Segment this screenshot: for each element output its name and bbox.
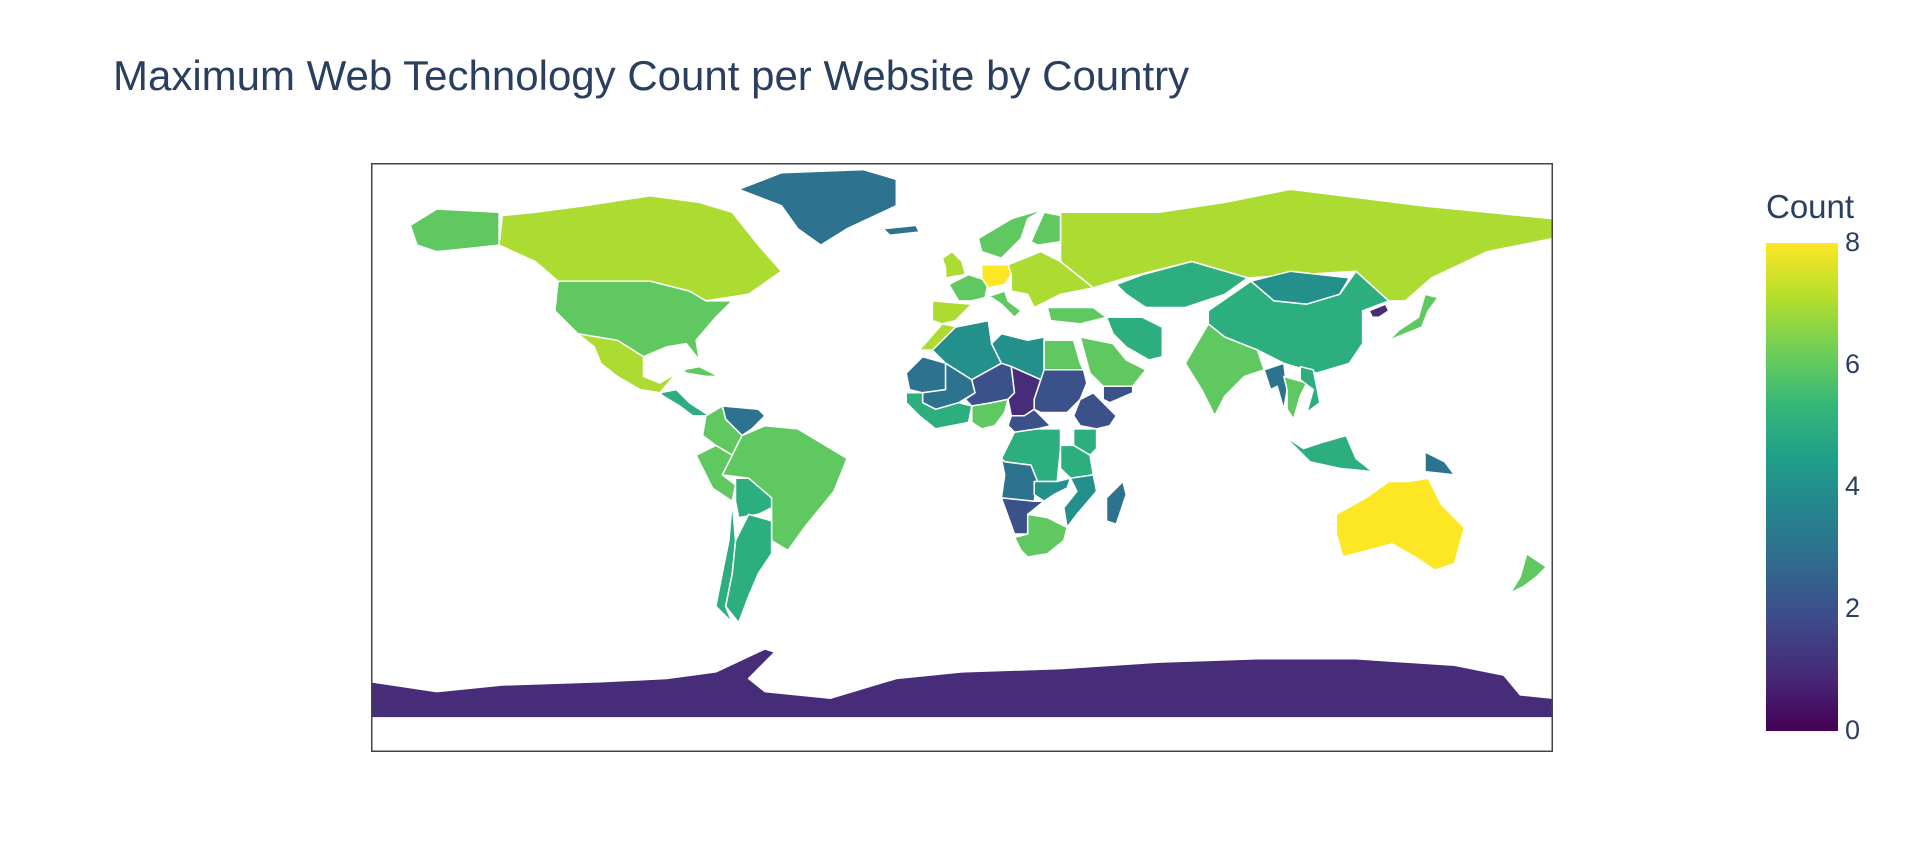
country-new-zealand[interactable]: New Zealand: 6 — [1509, 552, 1548, 594]
country-ethiopia[interactable]: Ethiopia: 2 — [1072, 392, 1118, 430]
country-kazakhstan[interactable]: Kazakhstan: 5 — [1115, 260, 1249, 309]
country-russia[interactable]: Russia: 7 — [1059, 188, 1554, 302]
country-finland[interactable]: Finland: 6 — [1030, 211, 1062, 246]
country-myanmar[interactable]: Myanmar: 3 — [1263, 362, 1288, 411]
country-nigeria[interactable]: Nigeria: 6 — [971, 398, 1009, 430]
colorbar-tick-label: 8 — [1845, 227, 1861, 257]
country-egypt[interactable]: Egypt: 6 — [1043, 339, 1085, 371]
country-north-korea[interactable]: North Korea: 1 — [1368, 303, 1390, 319]
country-mexico[interactable]: Mexico: 7 — [577, 332, 678, 394]
country-iran[interactable]: Iran: 5 — [1105, 316, 1164, 361]
chart-title: Maximum Web Technology Count per Website… — [113, 52, 1190, 99]
country-italy[interactable]: Italy: 6 — [984, 290, 1022, 319]
country-india[interactable]: India: 6 — [1184, 323, 1265, 417]
country-madagascar[interactable]: Madagascar: 3 — [1105, 480, 1127, 525]
country-zambia[interactable]: Zambia: 4 — [1033, 477, 1072, 502]
country-antarctica[interactable]: Antarctica: 1 — [371, 648, 1553, 719]
country-spain[interactable]: Spain: 7 — [931, 300, 973, 325]
country-south-africa[interactable]: South Africa: 6 — [1013, 513, 1068, 558]
country-sudan[interactable]: Sudan: 2 — [1033, 369, 1088, 414]
country-central-america[interactable]: Central America: 5 — [659, 388, 710, 417]
colorbar-tick-label: 2 — [1845, 593, 1861, 623]
country-bolivia[interactable]: Bolivia: 5 — [734, 477, 773, 519]
country-papua-new-guinea[interactable]: Papua New Guinea: 3 — [1424, 451, 1456, 476]
map-plot[interactable]: Canada: 7United States: 6Alaska: 6Greenl… — [371, 163, 1553, 752]
colorbar-tick-label: 6 — [1845, 349, 1861, 379]
colorbar-title: Count — [1766, 188, 1855, 225]
map-frame-border — [371, 163, 1553, 752]
country-turkey[interactable]: Turkey: 6 — [1046, 306, 1108, 325]
country-saudi-arabia[interactable]: Saudi Arabia: 6 — [1079, 336, 1147, 388]
country-eastern-europe[interactable]: Eastern Europe: 7 — [1007, 250, 1095, 309]
country-canada[interactable]: Canada: 7 — [498, 195, 783, 302]
country-chile[interactable]: Chile: 5 — [715, 500, 737, 624]
country-iceland[interactable]: Iceland: 3 — [882, 224, 921, 236]
country-regions[interactable]: Canada: 7United States: 6Alaska: 6Greenl… — [371, 168, 1554, 719]
country-alaska[interactable]: Alaska: 6 — [409, 208, 500, 253]
country-cuba[interactable]: Cuba: 6 — [682, 365, 720, 378]
colorbar-tick-label: 4 — [1845, 471, 1861, 501]
country-vietnam[interactable]: Vietnam: 5 — [1299, 365, 1321, 414]
country-yemen[interactable]: Yemen: 2 — [1102, 385, 1134, 404]
country-indonesia[interactable]: Indonesia: 5 — [1273, 424, 1374, 473]
world-map[interactable]: Canada: 7United States: 6Alaska: 6Greenl… — [371, 163, 1553, 752]
country-greenland[interactable]: Greenland: 3 — [737, 168, 898, 246]
country-japan[interactable]: Japan: 6 — [1388, 293, 1439, 342]
country-scandinavia[interactable]: Scandinavia: 6 — [977, 208, 1045, 259]
country-peru[interactable]: Peru: 6 — [695, 444, 737, 502]
colorbar-tick-label: 0 — [1845, 715, 1861, 745]
country-central-african-republic[interactable]: Central African Republic: 2 — [1007, 408, 1052, 433]
colorbar-gradient — [1766, 243, 1838, 731]
country-mozambique[interactable]: Mozambique: 4 — [1063, 474, 1098, 529]
country-united-kingdom[interactable]: United Kingdom: 7 — [941, 250, 967, 279]
country-australia[interactable]: Australia: 8 — [1335, 477, 1466, 571]
